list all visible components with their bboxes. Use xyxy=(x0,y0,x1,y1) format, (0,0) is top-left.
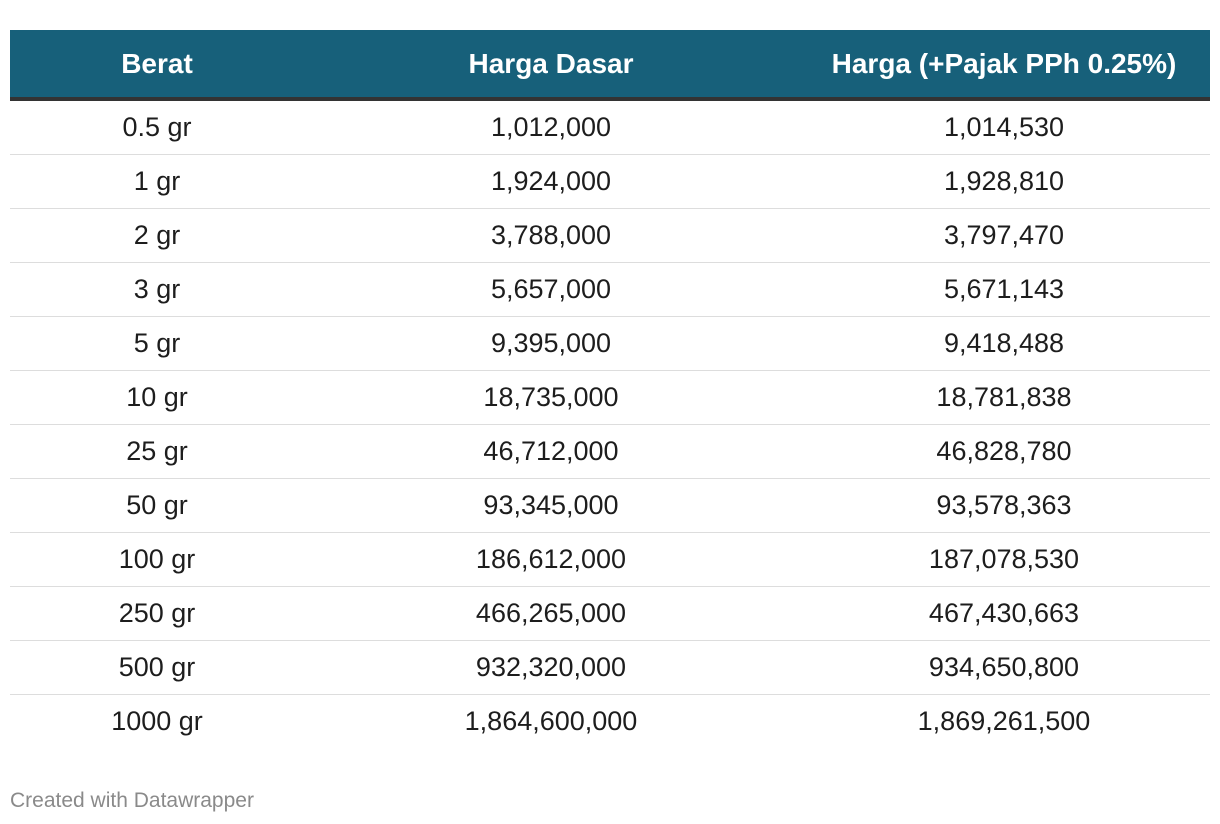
cell-harga-pajak: 46,828,780 xyxy=(798,424,1210,479)
cell-berat: 0.5 gr xyxy=(10,99,304,155)
cell-berat: 1000 gr xyxy=(111,706,203,736)
cell-harga-dasar: 186,612,000 xyxy=(304,532,798,587)
cell-berat: 2 gr xyxy=(10,208,304,263)
column-header-harga-dasar: Harga Dasar xyxy=(304,30,798,101)
cell-harga-pajak: 18,781,838 xyxy=(798,370,1210,425)
cell-berat: 3 gr xyxy=(10,262,304,317)
price-table: Berat Harga Dasar Harga (+Pajak PPh 0.25… xyxy=(10,30,1210,748)
datawrapper-credit: Created with Datawrapper xyxy=(10,789,254,812)
cell-harga-dasar: 5,657,000 xyxy=(304,262,798,317)
cell-harga-pajak: 9,418,488 xyxy=(798,316,1210,371)
cell-berat: 25 gr xyxy=(10,424,304,479)
cell-harga-pajak: 934,650,800 xyxy=(798,640,1210,695)
column-header-harga-pajak: Harga (+Pajak PPh 0.25%) xyxy=(798,30,1210,101)
cell-harga-dasar: 1,924,000 xyxy=(304,154,798,209)
cell-harga-pajak: 467,430,663 xyxy=(798,586,1210,641)
cell-harga-dasar: 1,012,000 xyxy=(304,99,798,155)
cell-harga-pajak: 187,078,530 xyxy=(798,532,1210,587)
table-row: 1000 gr 1,864,600,000 1,869,261,500 xyxy=(10,695,1210,749)
cell-harga-dasar: 3,788,000 xyxy=(304,208,798,263)
cell-berat: 500 gr xyxy=(10,640,304,695)
cell-harga-dasar: 1,864,600,000 xyxy=(464,706,638,736)
table-row: 0.5 gr 1,012,000 1,014,530 xyxy=(10,99,1210,155)
column-header-berat: Berat xyxy=(10,30,304,101)
cell-harga-pajak: 1,928,810 xyxy=(798,154,1210,209)
table-row: 5 gr 9,395,000 9,418,488 xyxy=(10,316,1210,371)
cell-harga-pajak: 3,797,470 xyxy=(798,208,1210,263)
cell-harga-pajak: 5,671,143 xyxy=(798,262,1210,317)
table-body: 0.5 gr 1,012,000 1,014,530 1 gr 1,924,000 1,9… xyxy=(10,99,1210,748)
price-table-container: Berat Harga Dasar Harga (+Pajak PPh 0.25… xyxy=(10,30,1210,748)
table-row: 500 gr 932,320,000 934,650,800 xyxy=(10,640,1210,695)
cell-harga-dasar: 18,735,000 xyxy=(304,370,798,425)
cell-berat: 100 gr xyxy=(10,532,304,587)
cell-harga-dasar: 9,395,000 xyxy=(304,316,798,371)
cell-berat: 1 gr xyxy=(10,154,304,209)
cell-harga-pajak: 93,578,363 xyxy=(798,478,1210,533)
cell-harga-dasar: 932,320,000 xyxy=(304,640,798,695)
cell-harga-dasar: 93,345,000 xyxy=(304,478,798,533)
cell-harga-pajak: 1,869,261,500 xyxy=(917,706,1091,736)
cell-berat: 50 gr xyxy=(10,478,304,533)
cell-berat: 10 gr xyxy=(10,370,304,425)
table-row: 250 gr 466,265,000 467,430,663 xyxy=(10,586,1210,641)
cell-harga-pajak: 1,014,530 xyxy=(798,99,1210,155)
table-row: 1 gr 1,924,000 1,928,810 xyxy=(10,154,1210,209)
cell-berat: 250 gr xyxy=(10,586,304,641)
table-row: 2 gr 3,788,000 3,797,470 xyxy=(10,208,1210,263)
table-row: 50 gr 93,345,000 93,578,363 xyxy=(10,478,1210,533)
table-row: 3 gr 5,657,000 5,671,143 xyxy=(10,262,1210,317)
table-header: Berat Harga Dasar Harga (+Pajak PPh 0.25… xyxy=(10,30,1210,101)
cell-harga-dasar: 466,265,000 xyxy=(304,586,798,641)
table-row: 10 gr 18,735,000 18,781,838 xyxy=(10,370,1210,425)
cell-harga-dasar: 46,712,000 xyxy=(304,424,798,479)
header-row: Berat Harga Dasar Harga (+Pajak PPh 0.25… xyxy=(10,30,1210,101)
table-row: 100 gr 186,612,000 187,078,530 xyxy=(10,532,1210,587)
table-row: 25 gr 46,712,000 46,828,780 xyxy=(10,424,1210,479)
cell-berat: 5 gr xyxy=(10,316,304,371)
